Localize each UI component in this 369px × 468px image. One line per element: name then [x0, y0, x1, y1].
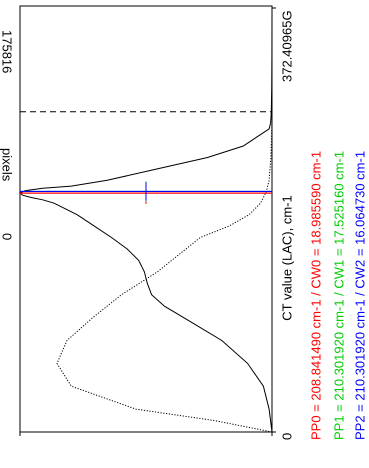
annotation-pp2: PP2 = 210.301920 cm-1 / CW2 = 16.064730 …: [352, 151, 367, 440]
x-tick-max: 372.40965G: [279, 10, 294, 82]
annotation-pp0: PP0 = 208.841490 cm-1 / CW0 = 18.985590 …: [308, 151, 323, 440]
annotation-pp1: PP1 = 210.301920 cm-1 / CW1 = 17.525160 …: [331, 151, 346, 440]
series-curve-1: [56, 88, 273, 433]
y-tick-zero: 0: [0, 233, 15, 240]
x-tick-zero: 0: [279, 433, 294, 440]
plot-area: [19, 5, 276, 436]
y-tick-max: 175816: [0, 30, 15, 73]
plot-frame: [19, 5, 273, 433]
y-axis-label: pixels: [0, 148, 15, 182]
label-layer: 175816 pixels 0 0 372.40965G CT value (L…: [0, 10, 367, 440]
x-axis-label: CT value (LAC), cm-1: [279, 195, 294, 320]
series-curve-0: [19, 6, 273, 433]
